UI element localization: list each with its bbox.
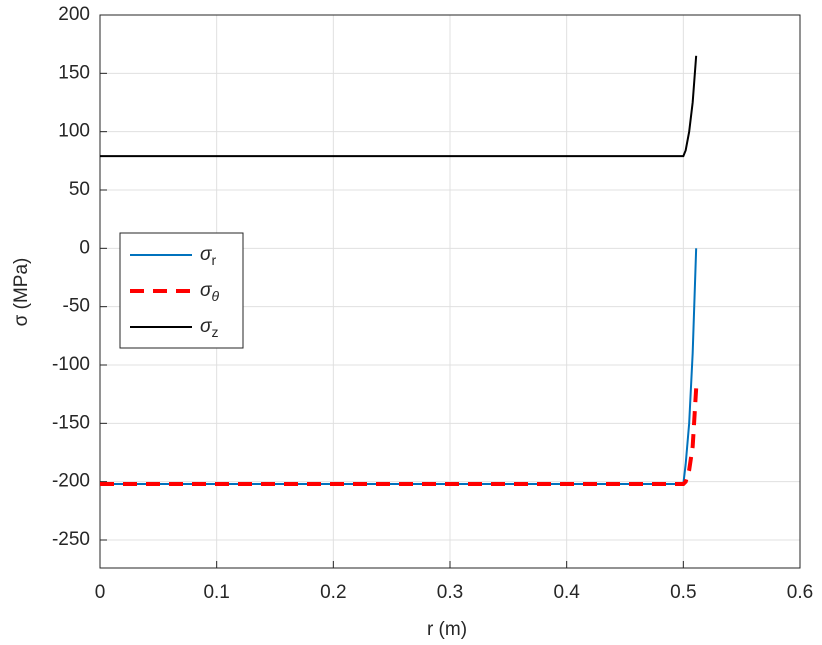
x-tick-label: 0.6: [787, 582, 813, 603]
y-tick-label: -250: [52, 529, 90, 550]
y-tick-label: 200: [58, 4, 90, 25]
y-tick-label: -150: [52, 412, 90, 433]
y-tick-label: 150: [58, 62, 90, 83]
legend-label: σθ: [200, 280, 219, 304]
series-line: [100, 55, 698, 158]
x-axis-label: r (m): [427, 619, 467, 640]
x-tick-label: 0.5: [670, 582, 696, 603]
x-tick-label: 0.3: [437, 582, 463, 603]
y-axis-label: σ (MPa): [11, 258, 32, 327]
y-tick-label: 0: [79, 237, 90, 258]
y-tick-label: 100: [58, 121, 90, 142]
x-tick-label: 0: [95, 582, 106, 603]
y-tick-label: -50: [63, 296, 90, 317]
y-tick-label: 50: [69, 179, 90, 200]
axes-box: [99, 14, 801, 569]
legend-label: σr: [200, 244, 216, 268]
legend-label: σz: [200, 316, 218, 340]
x-tick-label: 0.2: [320, 582, 346, 603]
y-tick-label: -100: [52, 354, 90, 375]
x-tick-label: 0.1: [203, 582, 229, 603]
series-line: [100, 388, 699, 486]
x-tick-label: 0.4: [553, 582, 580, 603]
y-tick-label: -200: [52, 471, 90, 492]
